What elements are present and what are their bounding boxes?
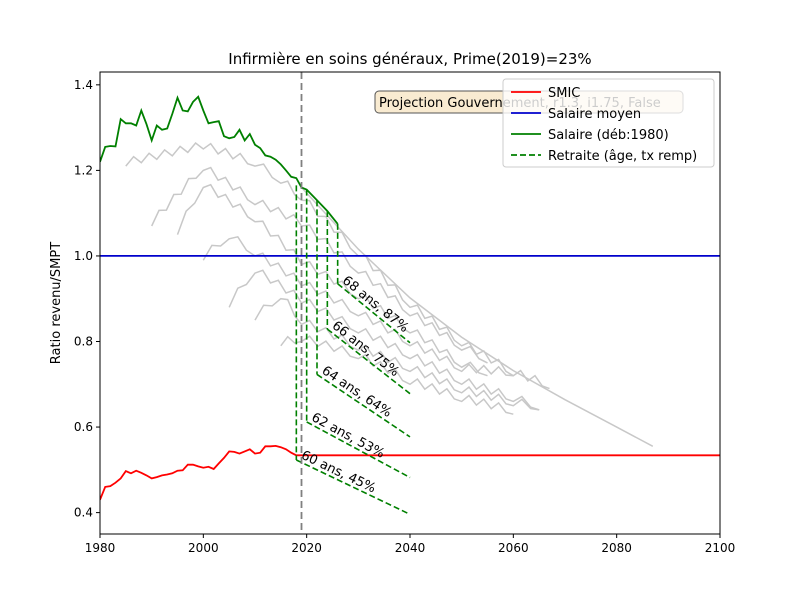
legend-label: Salaire (déb:1980) [548, 128, 669, 143]
legend-label: SMIC [548, 86, 580, 101]
cohort-line [280, 335, 514, 415]
x-tick-label: 2000 [188, 541, 219, 555]
x-tick-label: 2100 [705, 541, 736, 555]
cohort-line [254, 297, 540, 411]
chart-title: Infirmière en soins généraux, Prime(2019… [228, 50, 591, 68]
y-tick-label: 1.4 [74, 78, 93, 92]
cohort-line [228, 269, 540, 411]
smic-line [100, 444, 720, 501]
cohort-line [202, 235, 514, 377]
legend-label: Retraite (âge, tx remp) [548, 149, 697, 164]
y-tick-label: 0.4 [74, 506, 93, 520]
x-tick-label: 2040 [395, 541, 426, 555]
x-tick-label: 2060 [498, 541, 529, 555]
retraite-label: 62 ans, 53% [309, 410, 387, 462]
x-tick-label: 1980 [85, 541, 116, 555]
cohort-line [176, 183, 488, 377]
x-tick-label: 2080 [601, 541, 632, 555]
legend: SMIC Salaire moyen Salaire (déb:1980) Retra… [502, 78, 715, 168]
cohort-line [300, 186, 654, 447]
y-tick-label: 0.6 [74, 420, 93, 434]
cohort-line [125, 141, 550, 390]
salaire-line [100, 95, 339, 225]
retraite-line [306, 421, 411, 479]
legend-frame [502, 78, 715, 168]
y-tick-label: 1.0 [74, 249, 93, 263]
y-tick-label: 0.8 [74, 335, 93, 349]
legend-label: Salaire moyen [548, 107, 641, 122]
cohort-line [151, 166, 488, 364]
axes: 1980 2000 2020 2040 2060 2080 2100 0.4 0.6 0.8 1.0… [74, 71, 736, 555]
retraite-line [316, 373, 411, 438]
x-tick-label: 2020 [291, 541, 322, 555]
retraite-line [337, 283, 411, 344]
y-axis-label: Ratio revenu/SMPT [49, 242, 64, 364]
y-tick-label: 1.2 [74, 163, 93, 177]
retraite-line [295, 459, 411, 516]
